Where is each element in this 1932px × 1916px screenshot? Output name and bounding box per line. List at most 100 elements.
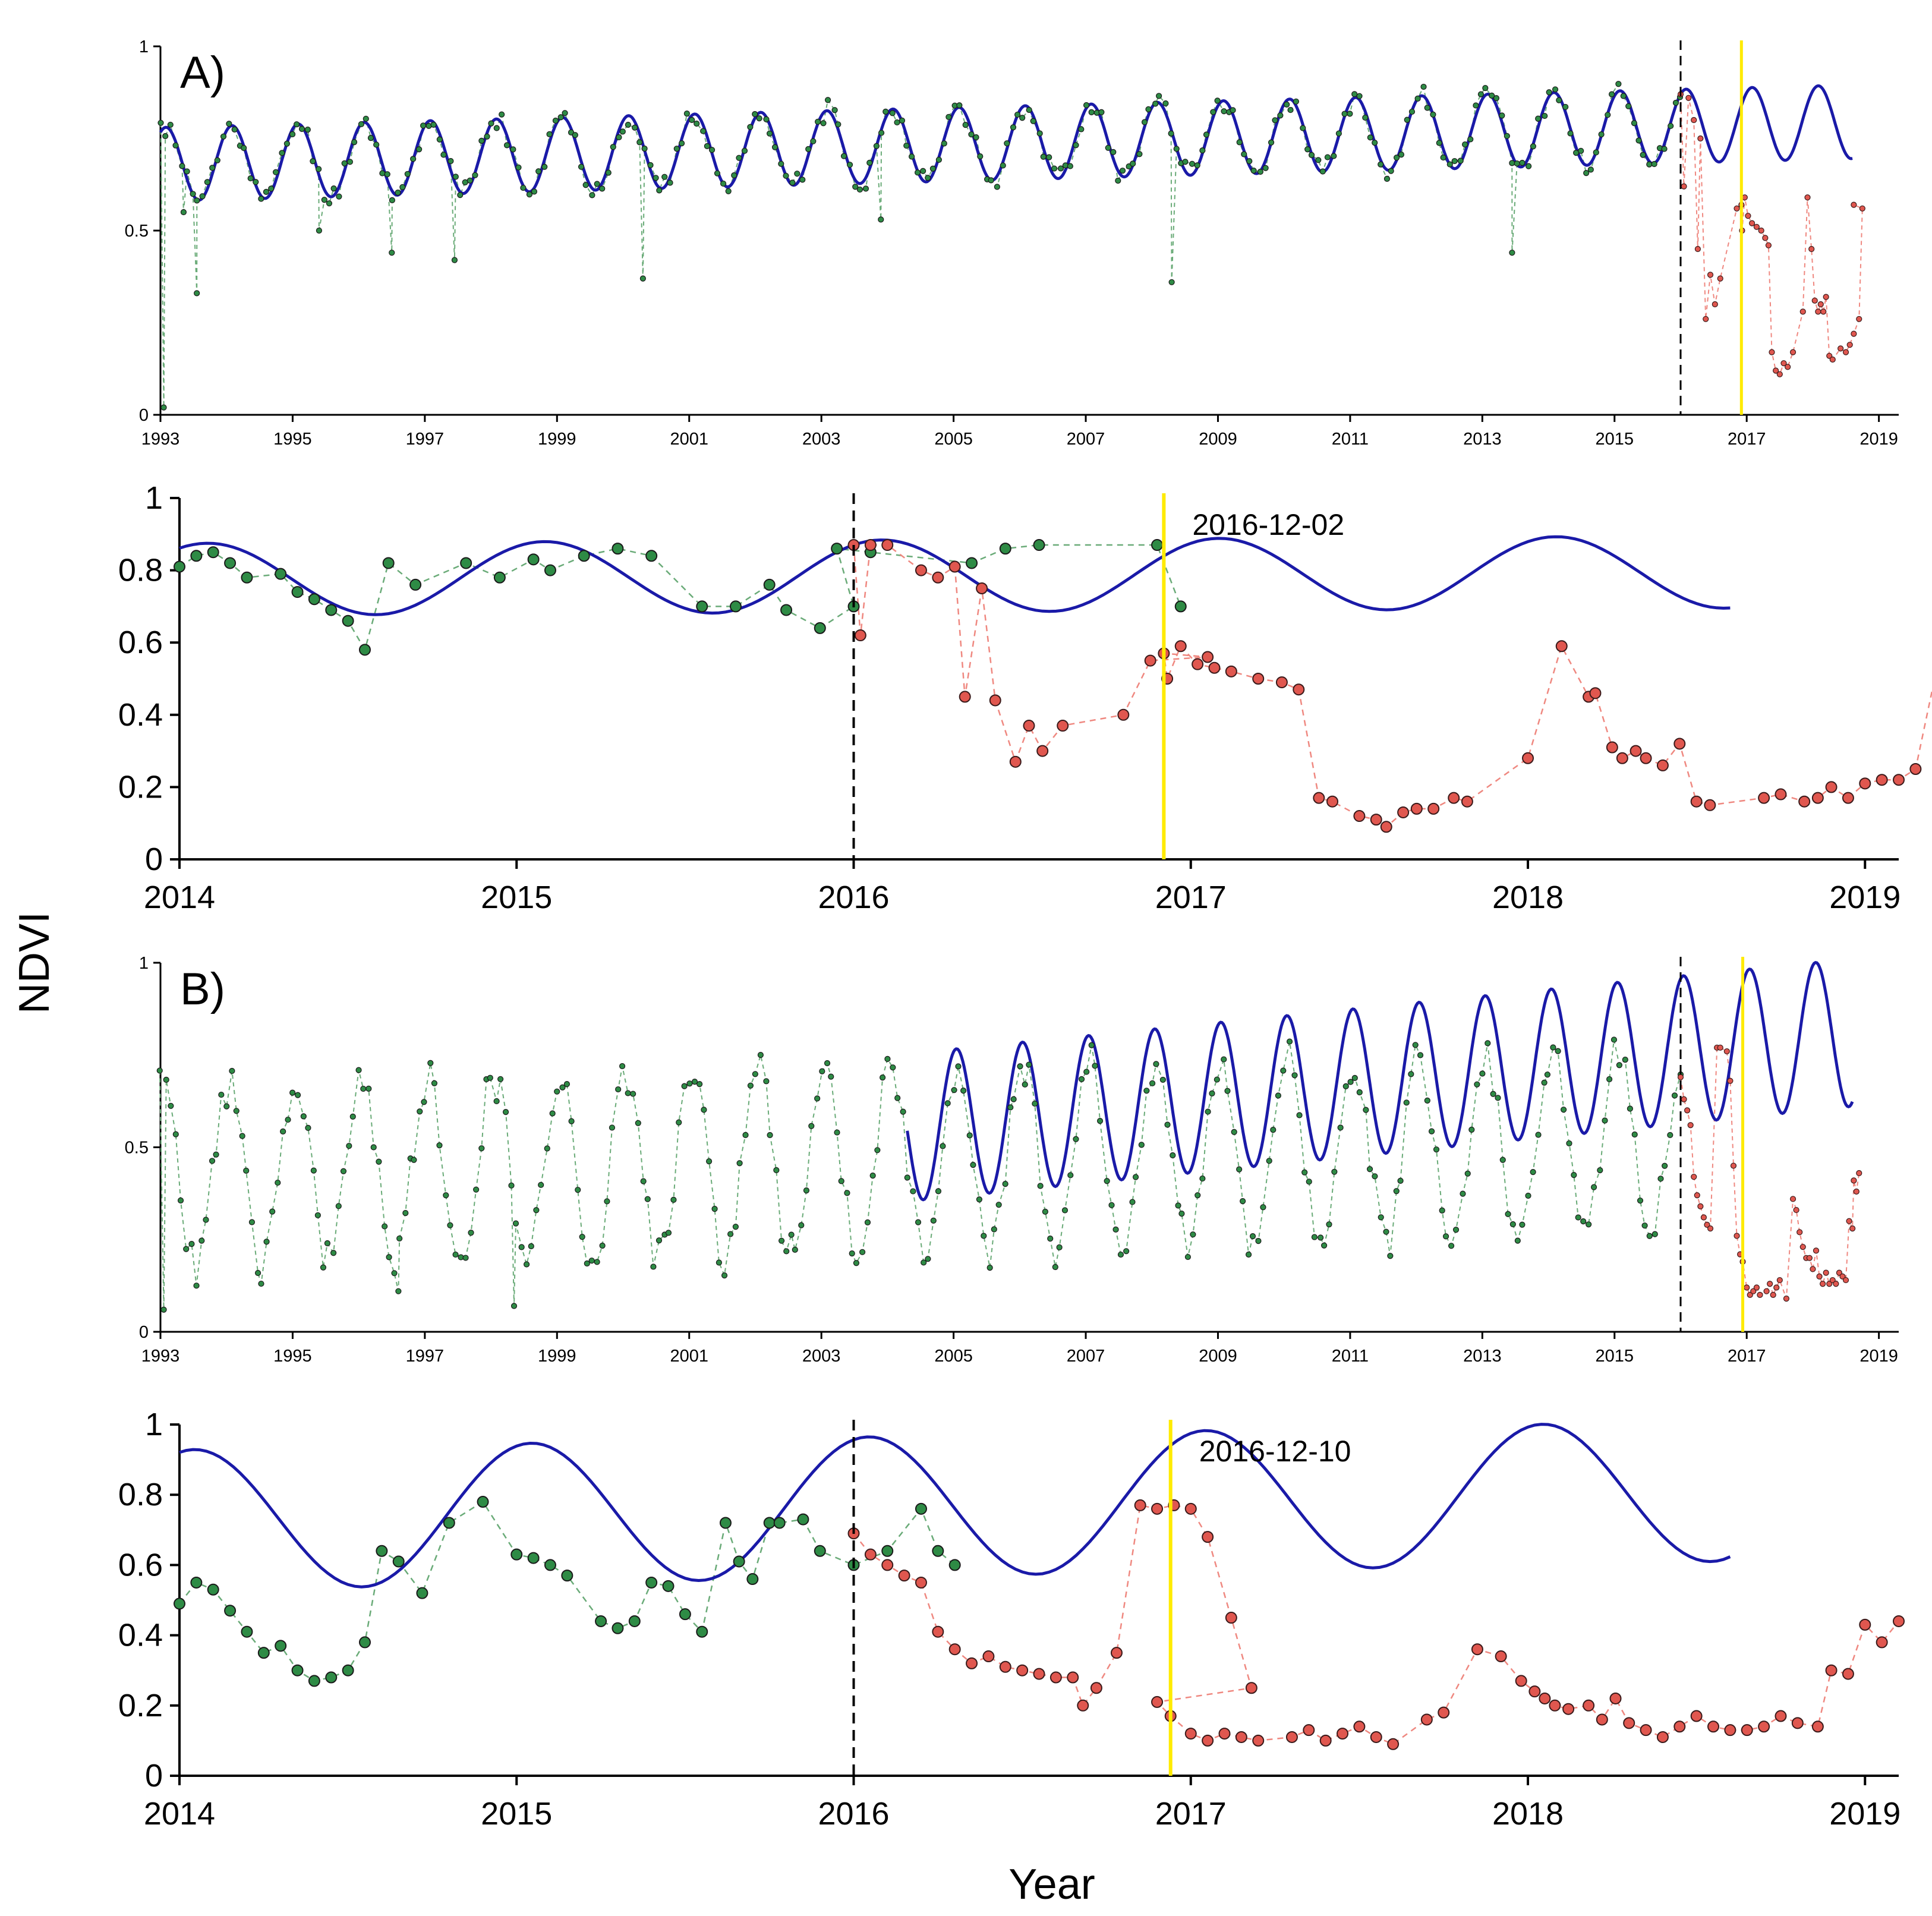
history-point: [1331, 1168, 1338, 1175]
x-tick-label: 2007: [1067, 430, 1105, 449]
history-point: [544, 1145, 550, 1152]
history-point: [239, 1133, 245, 1139]
history-point: [487, 1074, 493, 1081]
monitoring-point: [1515, 1675, 1527, 1687]
history-point: [1051, 165, 1058, 172]
history-point: [392, 1555, 405, 1568]
monitoring-point: [1700, 1214, 1707, 1221]
y-tick-label: 1: [145, 1407, 163, 1442]
history-point: [1408, 1071, 1414, 1077]
history-point: [803, 1187, 810, 1194]
history-point: [488, 120, 494, 127]
history-point: [1117, 1251, 1124, 1258]
history-point: [1464, 1170, 1471, 1177]
history-point: [1209, 1090, 1215, 1096]
monitoring-point: [1630, 745, 1642, 757]
history-point: [1123, 1248, 1130, 1255]
history-point: [341, 160, 348, 166]
history-point: [1159, 1076, 1166, 1083]
monitoring-point: [1387, 1738, 1400, 1750]
history-point: [520, 184, 527, 191]
x-tick-label: 2014: [144, 1796, 215, 1832]
history-point: [696, 1625, 708, 1638]
monitoring-point: [1036, 745, 1049, 757]
history-point: [493, 1098, 500, 1105]
monitoring-point: [898, 1570, 910, 1582]
history-point: [1602, 1117, 1608, 1124]
history-point: [824, 97, 831, 103]
history-point: [747, 124, 754, 130]
history-point: [367, 135, 374, 141]
monitoring-point: [1876, 1636, 1888, 1649]
break-date-label: 2016-12-10: [1199, 1435, 1351, 1468]
history-point: [199, 193, 206, 200]
history-point: [599, 1242, 606, 1249]
history-point: [1042, 1208, 1048, 1215]
panel-title: B): [180, 964, 225, 1014]
history-point: [1530, 1169, 1536, 1176]
history-point: [903, 142, 910, 149]
history-point: [346, 1143, 352, 1149]
history-point: [1387, 1253, 1394, 1259]
monitoring-point: [1110, 1647, 1123, 1659]
history-point: [1337, 1124, 1344, 1131]
history-point: [268, 185, 275, 192]
history-point: [452, 1251, 459, 1258]
history-point: [163, 1076, 169, 1083]
history-point: [568, 1118, 575, 1124]
monitoring-point: [1859, 777, 1871, 790]
history-point: [1291, 1072, 1298, 1079]
history-point: [1493, 95, 1500, 102]
history-point: [1203, 131, 1210, 138]
history-point: [900, 1108, 906, 1115]
history-point: [304, 127, 311, 133]
history-point: [810, 138, 817, 144]
history-point: [1270, 1127, 1277, 1133]
history-point: [395, 1288, 402, 1294]
history-point: [330, 1250, 337, 1256]
history-point: [355, 1067, 362, 1073]
x-tick-label: 2003: [802, 430, 841, 449]
monitoring-point: [932, 571, 944, 584]
history-point: [733, 1555, 745, 1568]
x-tick-label: 2005: [934, 430, 973, 449]
monitoring-point: [1793, 1206, 1799, 1214]
monitoring-point: [1753, 223, 1760, 230]
monitoring-point: [1370, 1731, 1382, 1743]
history-point: [557, 114, 564, 121]
monitoring-point: [1303, 1724, 1315, 1737]
history-point: [1057, 165, 1064, 172]
monitoring-point: [1539, 1692, 1551, 1704]
history-point: [358, 121, 365, 128]
history-point: [172, 142, 179, 149]
history-point: [1308, 152, 1315, 158]
monitoring-point: [1685, 94, 1692, 101]
history-point: [991, 1226, 997, 1233]
history-point: [1119, 168, 1126, 174]
history-point: [719, 1517, 732, 1529]
monitoring-point: [1704, 799, 1716, 811]
history-point: [973, 134, 979, 141]
monitoring-point: [1750, 1288, 1757, 1294]
history-point: [1214, 97, 1221, 104]
history-point: [1485, 1040, 1491, 1047]
history-point: [894, 1095, 901, 1101]
history-point: [1168, 279, 1175, 285]
history-point: [544, 1559, 556, 1571]
monitoring-point: [976, 582, 988, 594]
monitoring-point: [1252, 673, 1265, 685]
history-point: [797, 1513, 809, 1526]
history-point: [1578, 147, 1584, 154]
history-point: [679, 1608, 691, 1621]
history-point: [1324, 154, 1331, 160]
history-point: [207, 546, 219, 559]
history-point: [253, 179, 259, 185]
history-point: [708, 147, 716, 153]
history-point: [966, 557, 978, 569]
monitoring-point: [1293, 683, 1305, 696]
monitoring-point: [1776, 371, 1783, 377]
history-point: [1311, 1234, 1318, 1240]
history-point: [1168, 130, 1174, 137]
history-point: [639, 275, 646, 282]
history-point: [966, 1132, 973, 1139]
